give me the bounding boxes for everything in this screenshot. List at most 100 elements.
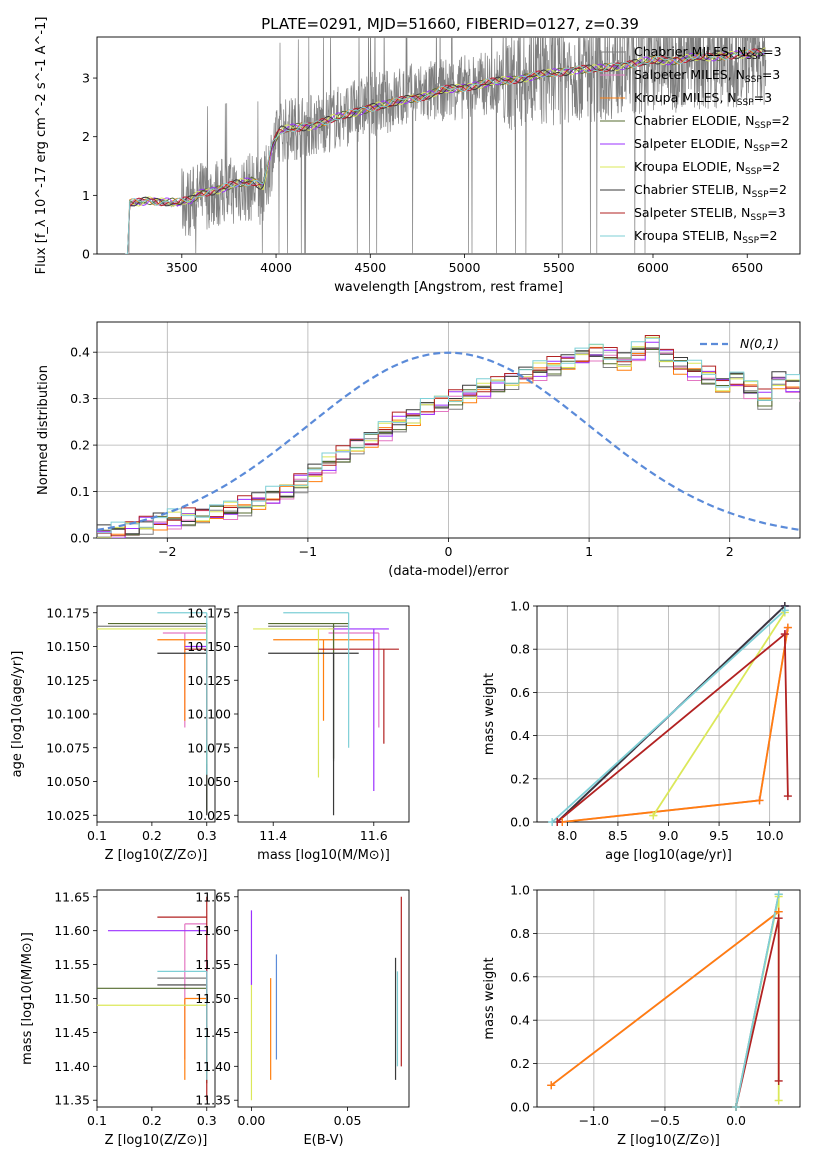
weight-marker	[755, 796, 764, 805]
weight-marker	[780, 606, 789, 615]
axes-frame	[536, 889, 801, 1108]
legend-label: Salpeter ELODIE, NSSP=2	[634, 136, 788, 154]
x-tick-label: 6500	[731, 260, 763, 275]
plot-area	[253, 612, 399, 816]
x-tick-label: 0.3	[197, 1113, 217, 1128]
axes-frame	[237, 605, 410, 823]
spectrum-legend: Chabrier MILES, NSSP=3 Salpeter MILES, NS…	[600, 44, 790, 246]
y-tick-label: 10.075	[46, 740, 90, 755]
y-axis-label: mass weight	[482, 957, 497, 1039]
x-tick-label: 4500	[354, 260, 386, 275]
weight-line	[551, 609, 786, 822]
weight-marker	[774, 914, 783, 923]
plots-container: 3500 4000 4500 5000 5500 6000 6500 0 1 2 3 waveleng…	[10, 17, 801, 1148]
y-tick-label: 0.8	[510, 926, 530, 941]
y-axis-label: age [log10(age/yr)]	[10, 651, 25, 778]
y-tick-label: 11.60	[195, 923, 231, 938]
y-tick-label: 0.0	[70, 531, 90, 546]
weight-marker	[774, 1076, 783, 1085]
gaussian-legend-label: N(0,1)	[740, 336, 779, 351]
weight-marker	[548, 818, 557, 826]
panel-residuals: −2 −1 0 1 2 0.0 0.1 0.2 0.3 0.4 (data-model)/error…	[36, 321, 801, 579]
y-tick-label: 10.125	[187, 673, 231, 688]
x-axis-label: E(B-V)	[303, 1133, 343, 1148]
y-tick-label: 11.50	[195, 991, 231, 1006]
panel-mass_vs_ebv: 0.00 0.05 11.35 11.40 11.45 11.50 11.55 11.60 11…	[195, 889, 410, 1148]
legend-label: Chabrier MILES, NSSP=3	[634, 44, 782, 62]
weight-marker	[780, 630, 789, 639]
y-tick-label: 0.8	[510, 642, 530, 657]
weight-marker	[732, 1103, 741, 1111]
x-tick-label: 4000	[260, 260, 292, 275]
x-tick-label: 0.1	[87, 828, 107, 843]
x-tick-label: 2	[726, 544, 734, 559]
y-tick-label: 1.0	[510, 883, 530, 898]
y-tick-label: 0.0	[510, 815, 530, 830]
figure-title: PLATE=0291, MJD=51660, FIBERID=0127, z=0…	[261, 15, 639, 33]
y-tick-label: 11.50	[54, 991, 90, 1006]
y-tick-label: 10.100	[187, 707, 231, 722]
x-tick-label: −1.0	[579, 1113, 609, 1128]
plot-area	[250, 896, 402, 1101]
y-tick-label: 10.125	[46, 673, 90, 688]
panel-mass_vs_Z: 0.1 0.2 0.3 11.35 11.40 11.45 11.50 11.55 11.60 1…	[20, 889, 217, 1148]
plot-area	[97, 335, 800, 538]
x-tick-label: −2	[158, 544, 176, 559]
x-axis-label: mass [log10(M/M⊙)]	[257, 848, 390, 863]
axes-frame	[96, 889, 216, 1108]
y-tick-label: 0.1	[70, 484, 90, 499]
x-tick-label: 3500	[166, 260, 198, 275]
weight-marker	[547, 1081, 556, 1090]
y-axis-label: mass [log10(M/M⊙)]	[20, 932, 35, 1065]
y-tick-label: 10.175	[46, 605, 90, 620]
x-tick-label: 10.0	[756, 828, 784, 843]
panel-age_vs_Z: 0.1 0.2 0.3 10.025 10.050 10.075 10.100 10.125 1…	[10, 605, 217, 863]
y-tick-label: 0.4	[510, 1013, 530, 1028]
histogram-chabrier-stelib	[97, 347, 800, 535]
x-axis-label: age [log10(age/yr)]	[605, 848, 732, 863]
y-tick-label: 0.4	[510, 728, 530, 743]
y-tick-label: 0.2	[70, 438, 90, 453]
x-tick-label: −1	[299, 544, 317, 559]
y-tick-label: 0.0	[510, 1100, 530, 1115]
legend-label: Salpeter MILES, NSSP=3	[634, 67, 780, 85]
weight-marker	[783, 623, 792, 632]
y-tick-label: 11.55	[54, 957, 90, 972]
panel-massweight_vs_Z: −1.0 −0.5 0.0 0.0 0.2 0.4 0.6 0.8 1.0 Z [log10(Z/…	[482, 883, 801, 1148]
histogram-salpeter-elodie	[97, 341, 800, 538]
y-tick-label: 0.3	[70, 391, 90, 406]
x-tick-label: −0.5	[650, 1113, 680, 1128]
y-tick-label: 2	[82, 129, 90, 144]
x-tick-label: 11.4	[259, 828, 287, 843]
x-tick-label: 0.2	[142, 1113, 162, 1128]
y-tick-label: 10.075	[187, 740, 231, 755]
x-tick-label: 8.0	[557, 828, 577, 843]
x-tick-label: 0.3	[197, 828, 217, 843]
axes-frame	[96, 36, 801, 255]
y-tick-label: 3	[82, 71, 90, 86]
y-tick-label: 0.6	[510, 969, 530, 984]
x-tick-label: 5000	[449, 260, 481, 275]
legend-label: Kroupa MILES, NSSP=3	[634, 90, 772, 108]
axes-frame	[96, 605, 216, 823]
x-tick-label: 8.5	[608, 828, 628, 843]
weight-line	[735, 894, 780, 1107]
plot-area	[97, 896, 208, 1101]
weight-marker	[774, 1096, 783, 1105]
axes-frame	[536, 605, 801, 823]
plot-area	[97, 612, 208, 816]
y-tick-label: 11.55	[195, 957, 231, 972]
weight-marker	[774, 890, 783, 899]
y-tick-label: 11.40	[195, 1059, 231, 1074]
panel-massweight_vs_age: 8.0 8.5 9.0 9.5 10.0 0.0 0.2 0.4 0.6 0.8 1.0 age [l…	[482, 599, 801, 863]
spectrum-data	[125, 37, 767, 254]
histogram-kroupa-miles	[97, 337, 800, 538]
y-tick-label: 11.60	[54, 923, 90, 938]
y-axis-label: Normed distribution	[36, 365, 51, 495]
x-tick-label: 0.1	[87, 1113, 107, 1128]
histogram-kroupa-elodie	[97, 336, 800, 538]
y-tick-label: 10.025	[46, 808, 90, 823]
y-tick-label: 0	[82, 247, 90, 262]
y-axis-label: Flux [f_λ 10^-17 erg cm^-2 s^-1 A^-1]	[34, 17, 49, 275]
x-tick-label: 11.6	[360, 828, 388, 843]
